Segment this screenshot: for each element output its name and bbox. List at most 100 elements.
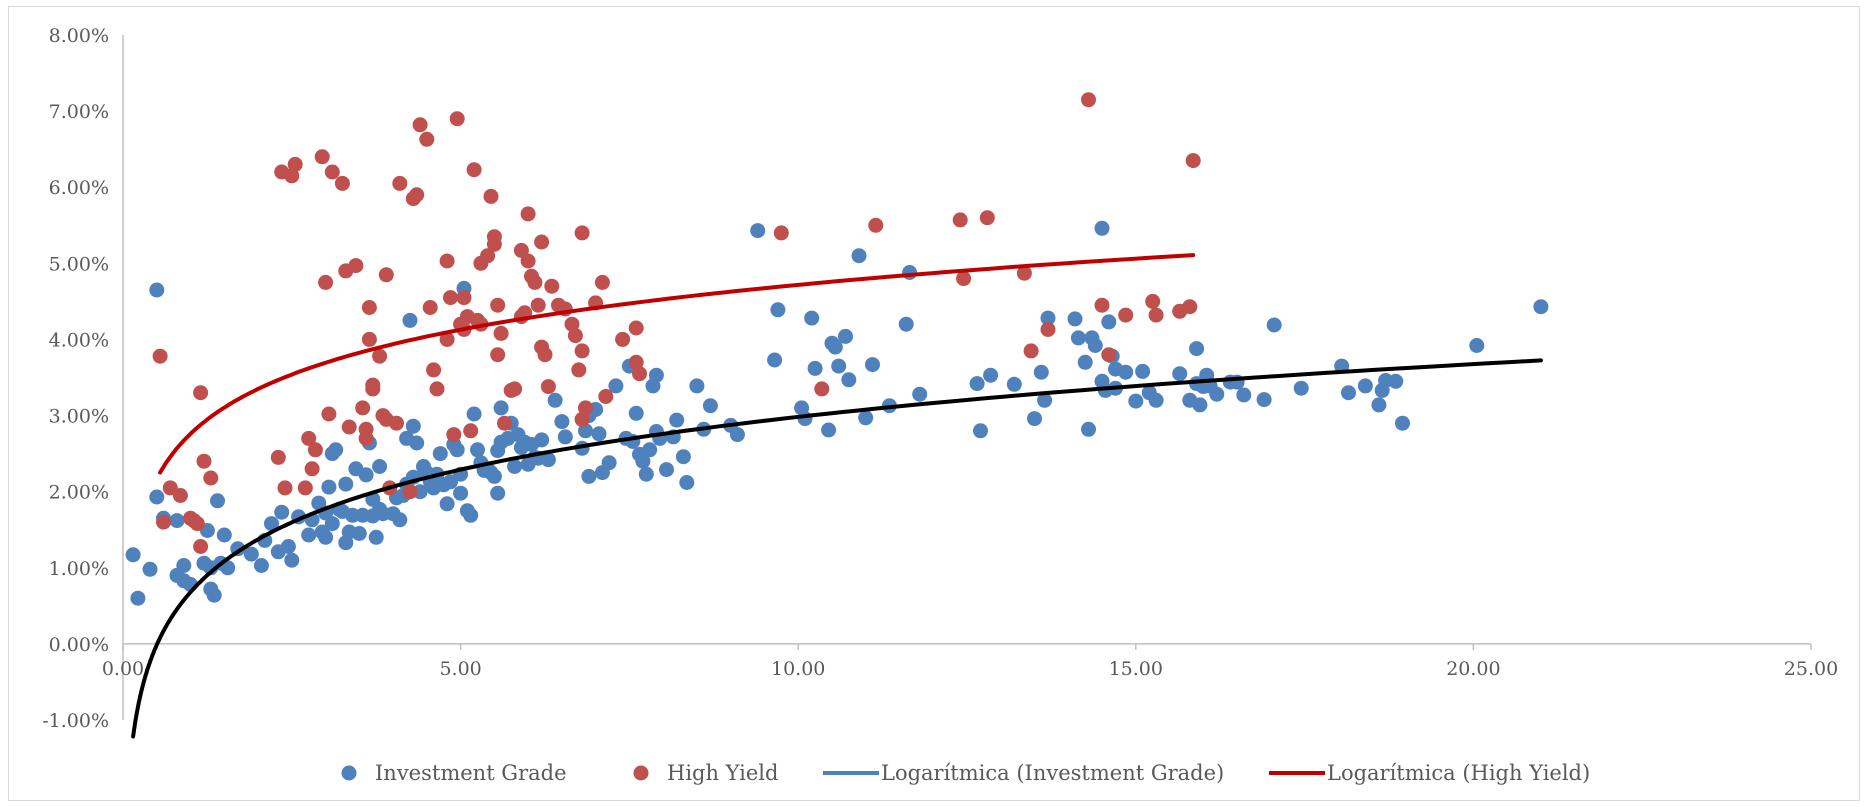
- high-yield-point: [952, 212, 968, 228]
- legend-item-ig-trendline: Logarítmica (Investment Grade): [823, 761, 1224, 785]
- investment-grade-point: [912, 386, 928, 402]
- investment-grade-point: [858, 410, 874, 426]
- investment-grade-point: [210, 493, 225, 509]
- x-tick-label: 0.00: [102, 658, 144, 680]
- high-yield-point: [318, 274, 334, 290]
- investment-grade-point: [1094, 220, 1110, 236]
- investment-grade-point: [838, 328, 853, 344]
- trendlines: [131, 253, 1543, 739]
- investment-grade-point: [827, 339, 843, 355]
- high-yield-point: [483, 188, 499, 204]
- investment-grade-point: [1341, 385, 1356, 401]
- investment-grade-point: [1101, 314, 1117, 330]
- high-yield-point: [439, 331, 455, 347]
- high-yield-point: [1101, 347, 1117, 363]
- investment-grade-point: [1395, 415, 1410, 431]
- high-yield-point: [632, 366, 647, 382]
- investment-grade-point: [1189, 341, 1205, 357]
- investment-grade-point: [702, 398, 718, 414]
- investment-grade-point: [318, 529, 334, 545]
- investment-grade-point: [149, 282, 165, 298]
- high-yield-point: [544, 278, 560, 294]
- investment-grade-point: [1148, 392, 1164, 408]
- investment-grade-point: [142, 561, 158, 577]
- investment-grade-point: [351, 526, 367, 541]
- high-yield-point: [361, 331, 377, 347]
- high-yield-point: [389, 415, 404, 431]
- high-yield-point: [1094, 297, 1110, 313]
- high-yield-point: [156, 514, 171, 530]
- x-tick-label: 25.00: [1784, 658, 1838, 680]
- investment-grade-point: [1118, 364, 1134, 380]
- investment-grade-point: [689, 378, 705, 394]
- investment-grade-point: [1236, 387, 1252, 403]
- investment-grade-point: [902, 265, 918, 280]
- ig-trendline: [131, 358, 1543, 739]
- y-tick-label: 5.00%: [49, 253, 109, 275]
- investment-grade-point: [608, 378, 624, 394]
- x-tick-label: 10.00: [771, 658, 825, 680]
- investment-grade-series: [125, 220, 1549, 606]
- high-yield-point: [574, 411, 590, 427]
- investment-grade-point: [557, 429, 573, 445]
- investment-grade-point: [1209, 386, 1225, 402]
- high-yield-point: [615, 331, 631, 347]
- investment-grade-point: [983, 367, 999, 383]
- high-yield-point: [868, 217, 884, 233]
- legend-item-high-yield: High Yield: [633, 761, 778, 785]
- high-yield-point: [449, 111, 465, 127]
- high-yield-point: [463, 423, 479, 439]
- investment-grade-point: [280, 539, 296, 554]
- investment-grade-point: [328, 442, 344, 458]
- x-tick-label: 15.00: [1109, 658, 1163, 680]
- high-yield-point: [193, 539, 209, 554]
- investment-grade-point: [358, 467, 374, 483]
- investment-grade-point: [1388, 373, 1404, 389]
- chart-frame: -1.00% 0.00% 1.00% 2.00% 3.00% 4.00% 5.00% 6.00…: [8, 6, 1860, 801]
- investment-grade-point: [554, 414, 570, 430]
- investment-grade-point: [1033, 364, 1049, 380]
- investment-grade-point: [493, 400, 509, 416]
- high-yield-point: [372, 348, 388, 364]
- investment-grade-point: [1293, 380, 1309, 396]
- investment-grade-point: [432, 446, 448, 462]
- investment-grade-point: [679, 475, 695, 490]
- high-yield-point: [574, 343, 590, 359]
- investment-grade-point: [463, 507, 479, 523]
- investment-grade-point: [1087, 338, 1103, 353]
- legend-label-ig-trendline: Logarítmica (Investment Grade): [881, 761, 1224, 785]
- high-yield-point: [172, 488, 188, 503]
- investment-grade-point: [1070, 330, 1086, 346]
- high-yield-point: [287, 156, 303, 172]
- investment-grade-point: [729, 427, 745, 443]
- legend-marker-investment-grade: [341, 765, 357, 781]
- investment-grade-point: [659, 462, 674, 478]
- high-yield-point: [314, 149, 330, 165]
- high-yield-point: [304, 461, 320, 477]
- investment-grade-point: [581, 468, 597, 484]
- investment-grade-point: [1192, 397, 1208, 413]
- investment-grade-point: [372, 459, 388, 474]
- investment-grade-point: [284, 552, 300, 568]
- investment-grade-point: [1469, 338, 1485, 353]
- high-yield-point: [814, 381, 830, 397]
- investment-grade-point: [405, 418, 421, 434]
- investment-grade-point: [368, 529, 384, 545]
- high-yield-point: [439, 253, 455, 269]
- investment-grade-point: [206, 587, 222, 603]
- investment-grade-point: [638, 466, 654, 482]
- x-tick-label: 5.00: [439, 658, 481, 680]
- investment-grade-point: [149, 489, 165, 505]
- investment-grade-point: [1067, 311, 1083, 327]
- high-yield-point: [490, 347, 506, 363]
- investment-grade-point: [169, 513, 185, 529]
- y-tick-label: -1.00%: [42, 710, 109, 732]
- high-yield-point: [270, 449, 286, 465]
- high-yield-point: [412, 117, 428, 133]
- high-yield-point: [979, 210, 995, 226]
- high-yield-point: [355, 400, 371, 416]
- investment-grade-point: [770, 302, 786, 318]
- investment-grade-point: [253, 558, 269, 573]
- high-yield-point: [446, 427, 462, 443]
- investment-grade-point: [578, 423, 593, 439]
